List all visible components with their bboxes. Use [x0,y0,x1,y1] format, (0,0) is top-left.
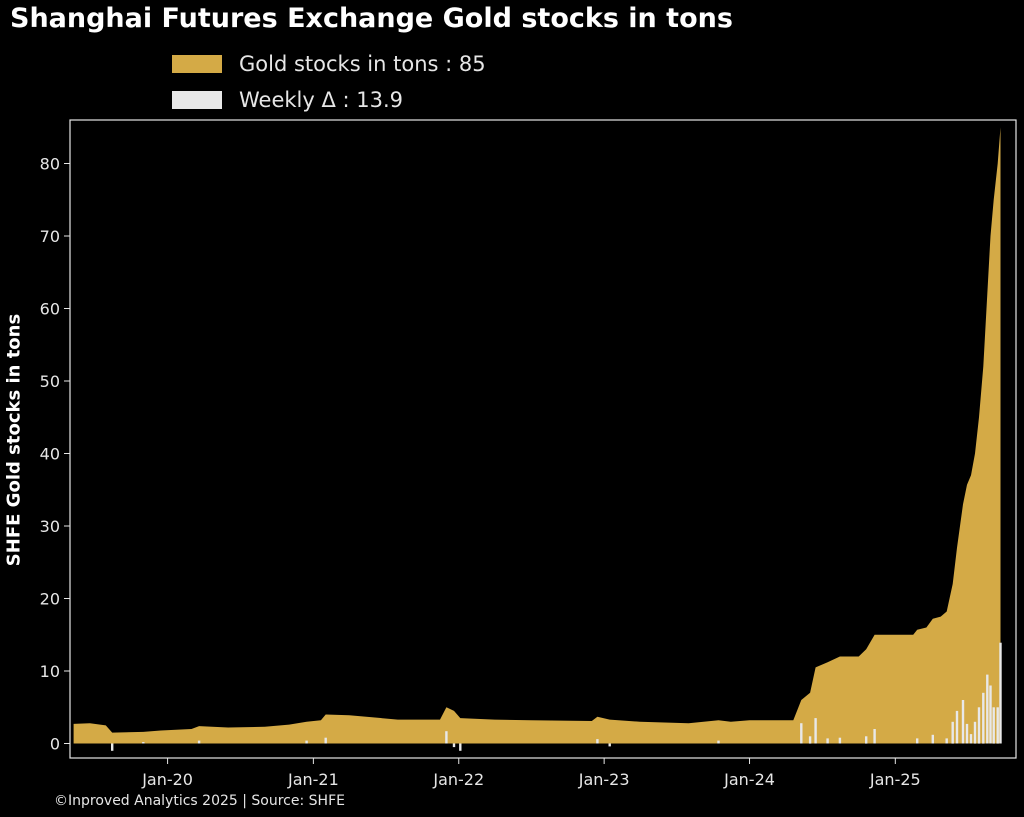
weekly-delta-bar [459,743,462,751]
weekly-delta-bar [969,734,973,744]
y-tick-label: 70 [40,227,60,246]
plot-frame [69,119,1017,759]
legend-item-gold-stocks: Gold stocks in tons : 85 [172,46,486,82]
weekly-delta-bar [142,742,145,744]
legend-swatch-weekly-delta [172,91,222,109]
weekly-delta-bar [608,743,611,747]
weekly-delta-bar [452,743,456,748]
weekly-delta-bar [961,700,965,744]
weekly-delta-bar [305,740,308,744]
weekly-delta-bar [865,736,868,744]
x-tick-label: Jan-21 [287,770,339,789]
weekly-delta-bar [324,737,327,744]
y-tick-label: 40 [40,445,60,464]
weekly-delta-bar [955,710,959,744]
weekly-delta-bar [808,736,812,744]
legend-value-gold-stocks: 85 [458,52,486,76]
legend-label-gold-stocks: Gold stocks in tons [239,52,439,76]
x-axis: Jan-20 Jan-21 Jan-22 Jan-23 Jan-24 Jan-25 [141,758,921,789]
weekly-delta-bar [999,642,1002,744]
weekly-delta-bar [596,739,599,744]
weekly-delta-bar [986,674,989,744]
weekly-delta-bar [826,738,829,744]
weekly-delta-bar [977,707,981,744]
x-tick-label: Jan-23 [578,770,630,789]
y-tick-label: 10 [40,662,60,681]
weekly-delta-bar [989,685,992,744]
weekly-delta-bar [973,721,977,744]
chart-title: Shanghai Futures Exchange Gold stocks in… [10,3,733,34]
weekly-delta-bar [992,707,995,744]
weekly-delta-bar [873,729,876,744]
weekly-delta-bar [945,738,948,744]
x-tick-label: Jan-22 [432,770,484,789]
weekly-delta-bar [814,718,817,744]
x-tick-label: Jan-24 [723,770,775,789]
gold-stocks-area [73,127,1001,744]
weekly-delta-bar [931,734,934,744]
legend: Gold stocks in tons : 85 Weekly Δ : 13.9 [172,46,486,118]
footer-source: ©Inproved Analytics 2025 | Source: SHFE [54,793,345,809]
legend-item-weekly-delta: Weekly Δ : 13.9 [172,82,486,118]
weekly-delta-bar [111,743,114,751]
weekly-delta-bar [916,738,919,744]
y-axis: 0 10 20 30 40 50 60 70 80 [40,155,70,754]
weekly-delta-bars-overlay [111,642,1002,751]
legend-label-weekly-delta: Weekly Δ [239,88,336,112]
weekly-delta-bar [951,721,954,744]
legend-sep-gold-stocks: : [438,52,459,76]
legend-sep-weekly-delta: : [335,88,357,112]
weekly-delta-bar [982,692,985,744]
y-tick-label: 60 [40,300,60,319]
weekly-delta-bar [197,740,201,744]
weekly-delta-bar [445,731,448,744]
y-tick-label: 20 [40,590,60,609]
y-tick-label: 50 [40,372,60,391]
y-tick-label: 80 [40,155,60,174]
weekly-delta-bar [996,707,999,744]
y-tick-label: 0 [50,735,60,754]
x-tick-label: Jan-20 [141,770,193,789]
legend-swatch-gold-stocks [172,55,222,73]
weekly-delta-bar [838,737,842,744]
weekly-delta-bar [965,723,969,744]
weekly-delta-bar [717,740,720,744]
weekly-delta-bar [800,723,803,744]
x-tick-label: Jan-25 [869,770,921,789]
legend-value-weekly-delta: 13.9 [356,88,404,112]
y-tick-label: 30 [40,517,60,536]
